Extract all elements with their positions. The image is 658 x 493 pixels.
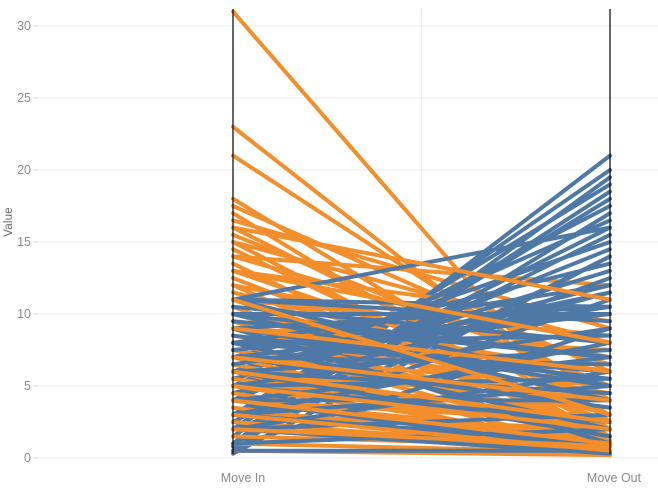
slope-line-blue[interactable] <box>231 304 612 331</box>
y-tick-label: 0 <box>24 451 31 465</box>
y-tick-label: 20 <box>17 163 31 177</box>
slope-line-orange[interactable] <box>231 369 612 424</box>
slope-line-orange[interactable] <box>231 384 612 432</box>
slope-line-orange[interactable] <box>231 326 612 374</box>
slope-line-orange[interactable] <box>231 225 612 302</box>
y-tick-label: 25 <box>17 91 31 105</box>
slope-line-blue[interactable] <box>231 326 612 446</box>
y-axis-title: Value <box>3 207 15 237</box>
y-tick-label: 10 <box>17 307 31 321</box>
slope-line-orange[interactable] <box>231 355 612 403</box>
y-tick-label: 15 <box>17 235 31 249</box>
y-tick-label: 5 <box>24 379 31 393</box>
slope-line-blue[interactable] <box>231 312 612 360</box>
y-tick-label: 30 <box>17 19 31 33</box>
slope-line-orange[interactable] <box>231 398 612 446</box>
slope-line-orange[interactable] <box>231 240 612 345</box>
x-label-move-out: Move Out <box>586 471 642 485</box>
slope-line-blue[interactable] <box>231 297 612 324</box>
slope-line-orange[interactable] <box>231 268 612 345</box>
slope-line-orange[interactable] <box>231 384 612 446</box>
slope-line-orange[interactable] <box>231 297 612 417</box>
x-label-move-in: Move In <box>220 471 266 485</box>
slope-line-orange[interactable] <box>231 427 612 449</box>
slope-line-blue[interactable] <box>231 297 612 388</box>
slope-line-blue[interactable] <box>231 297 612 309</box>
